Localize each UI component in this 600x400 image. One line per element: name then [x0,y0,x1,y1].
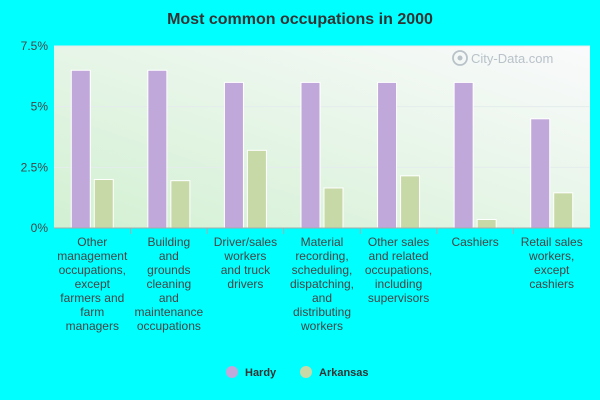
category-label-line: Driver/sales [214,235,277,249]
watermark: City-Data.com [452,50,553,66]
category-label-line: workers [300,319,343,333]
category-label: Driver/sales workers and truck drivers [214,235,277,291]
category-label-line: and [312,291,332,305]
y-tick-label: 7.5% [21,39,49,53]
category-label-line: workers, [528,249,574,263]
category-label: Other management occupations, except farmers… [57,235,128,333]
watermark-search-icon [452,50,468,66]
y-tick-label: 2.5% [21,160,49,174]
bar-arkansas [553,192,574,229]
category-label-line: cleaning [147,277,192,291]
category-label-line: Building [148,235,191,249]
category-label-line: and [159,291,179,305]
category-label-line: Retail sales [521,235,583,249]
category-label: Building and grounds cleaning and maintenance… [134,235,203,333]
category-label-line: management [57,249,128,263]
legend-label: Arkansas [319,367,369,379]
bar-arkansas [93,178,114,229]
bar-arkansas [246,149,267,229]
category-label-line: recording, [295,249,348,263]
bar-hardy [70,69,91,229]
category-label-line: drivers [227,277,263,291]
category-label-line: farm [80,305,104,319]
category-label-line: dispatching, [290,277,354,291]
bar-hardy [530,118,551,229]
category-label-line: farmers and [60,291,124,305]
legend: Hardy Arkansas [226,366,369,379]
category-label-line: and related [369,249,429,263]
watermark-text: City-Data.com [471,51,553,66]
bar-hardy [453,81,474,229]
category-label: Cashiers [451,235,498,249]
y-axis: 0% 2.5% 5% 7.5% [21,39,49,235]
chart-title: Most common occupations in 2000 [167,11,433,28]
bar-arkansas [400,175,421,229]
bar-arkansas [323,187,344,229]
category-label-line: occupations [137,319,201,333]
legend-label: Hardy [245,367,277,379]
category-label: Retail sales workers, except cashiers [521,235,583,291]
bar-hardy [147,69,168,229]
y-tick-label: 5% [31,100,49,114]
category-label-line: maintenance [134,305,203,319]
legend-marker-arkansas [300,366,312,378]
category-label: Material recording, scheduling, dispatching… [290,235,354,333]
plot-area [54,46,590,228]
grid-lines [54,45,590,168]
category-label-line: scheduling, [292,263,353,277]
y-tick-label: 0% [31,221,49,235]
category-label-line: workers [223,249,266,263]
category-label-line: except [75,277,111,291]
category-label-line: Cashiers [451,235,498,249]
category-label-line: and truck [221,263,271,277]
category-label-line: and [159,249,179,263]
category-label-line: cashiers [529,277,574,291]
category-label-line: occupations, [59,263,126,277]
category-label-line: except [534,263,570,277]
category-label-line: occupations, [365,263,432,277]
category-label-line: managers [66,319,119,333]
bar-hardy [377,81,398,229]
category-label-line: including [375,277,422,291]
category-label-line: supervisors [368,291,429,305]
legend-marker-hardy [226,366,238,378]
category-label-line: distributing [293,305,351,319]
category-label-line: grounds [147,263,190,277]
category-label-line: Other sales [368,235,429,249]
category-label-line: Material [301,235,344,249]
category-label: Other sales and related occupations, includ… [365,235,432,305]
x-axis: Other management occupations, except farmers… [54,227,590,333]
category-label-line: Other [77,235,107,249]
bars [70,69,574,229]
bar-hardy [223,81,244,229]
bar-arkansas [170,180,191,229]
bar-arkansas [476,219,497,229]
bar-hardy [300,81,321,229]
